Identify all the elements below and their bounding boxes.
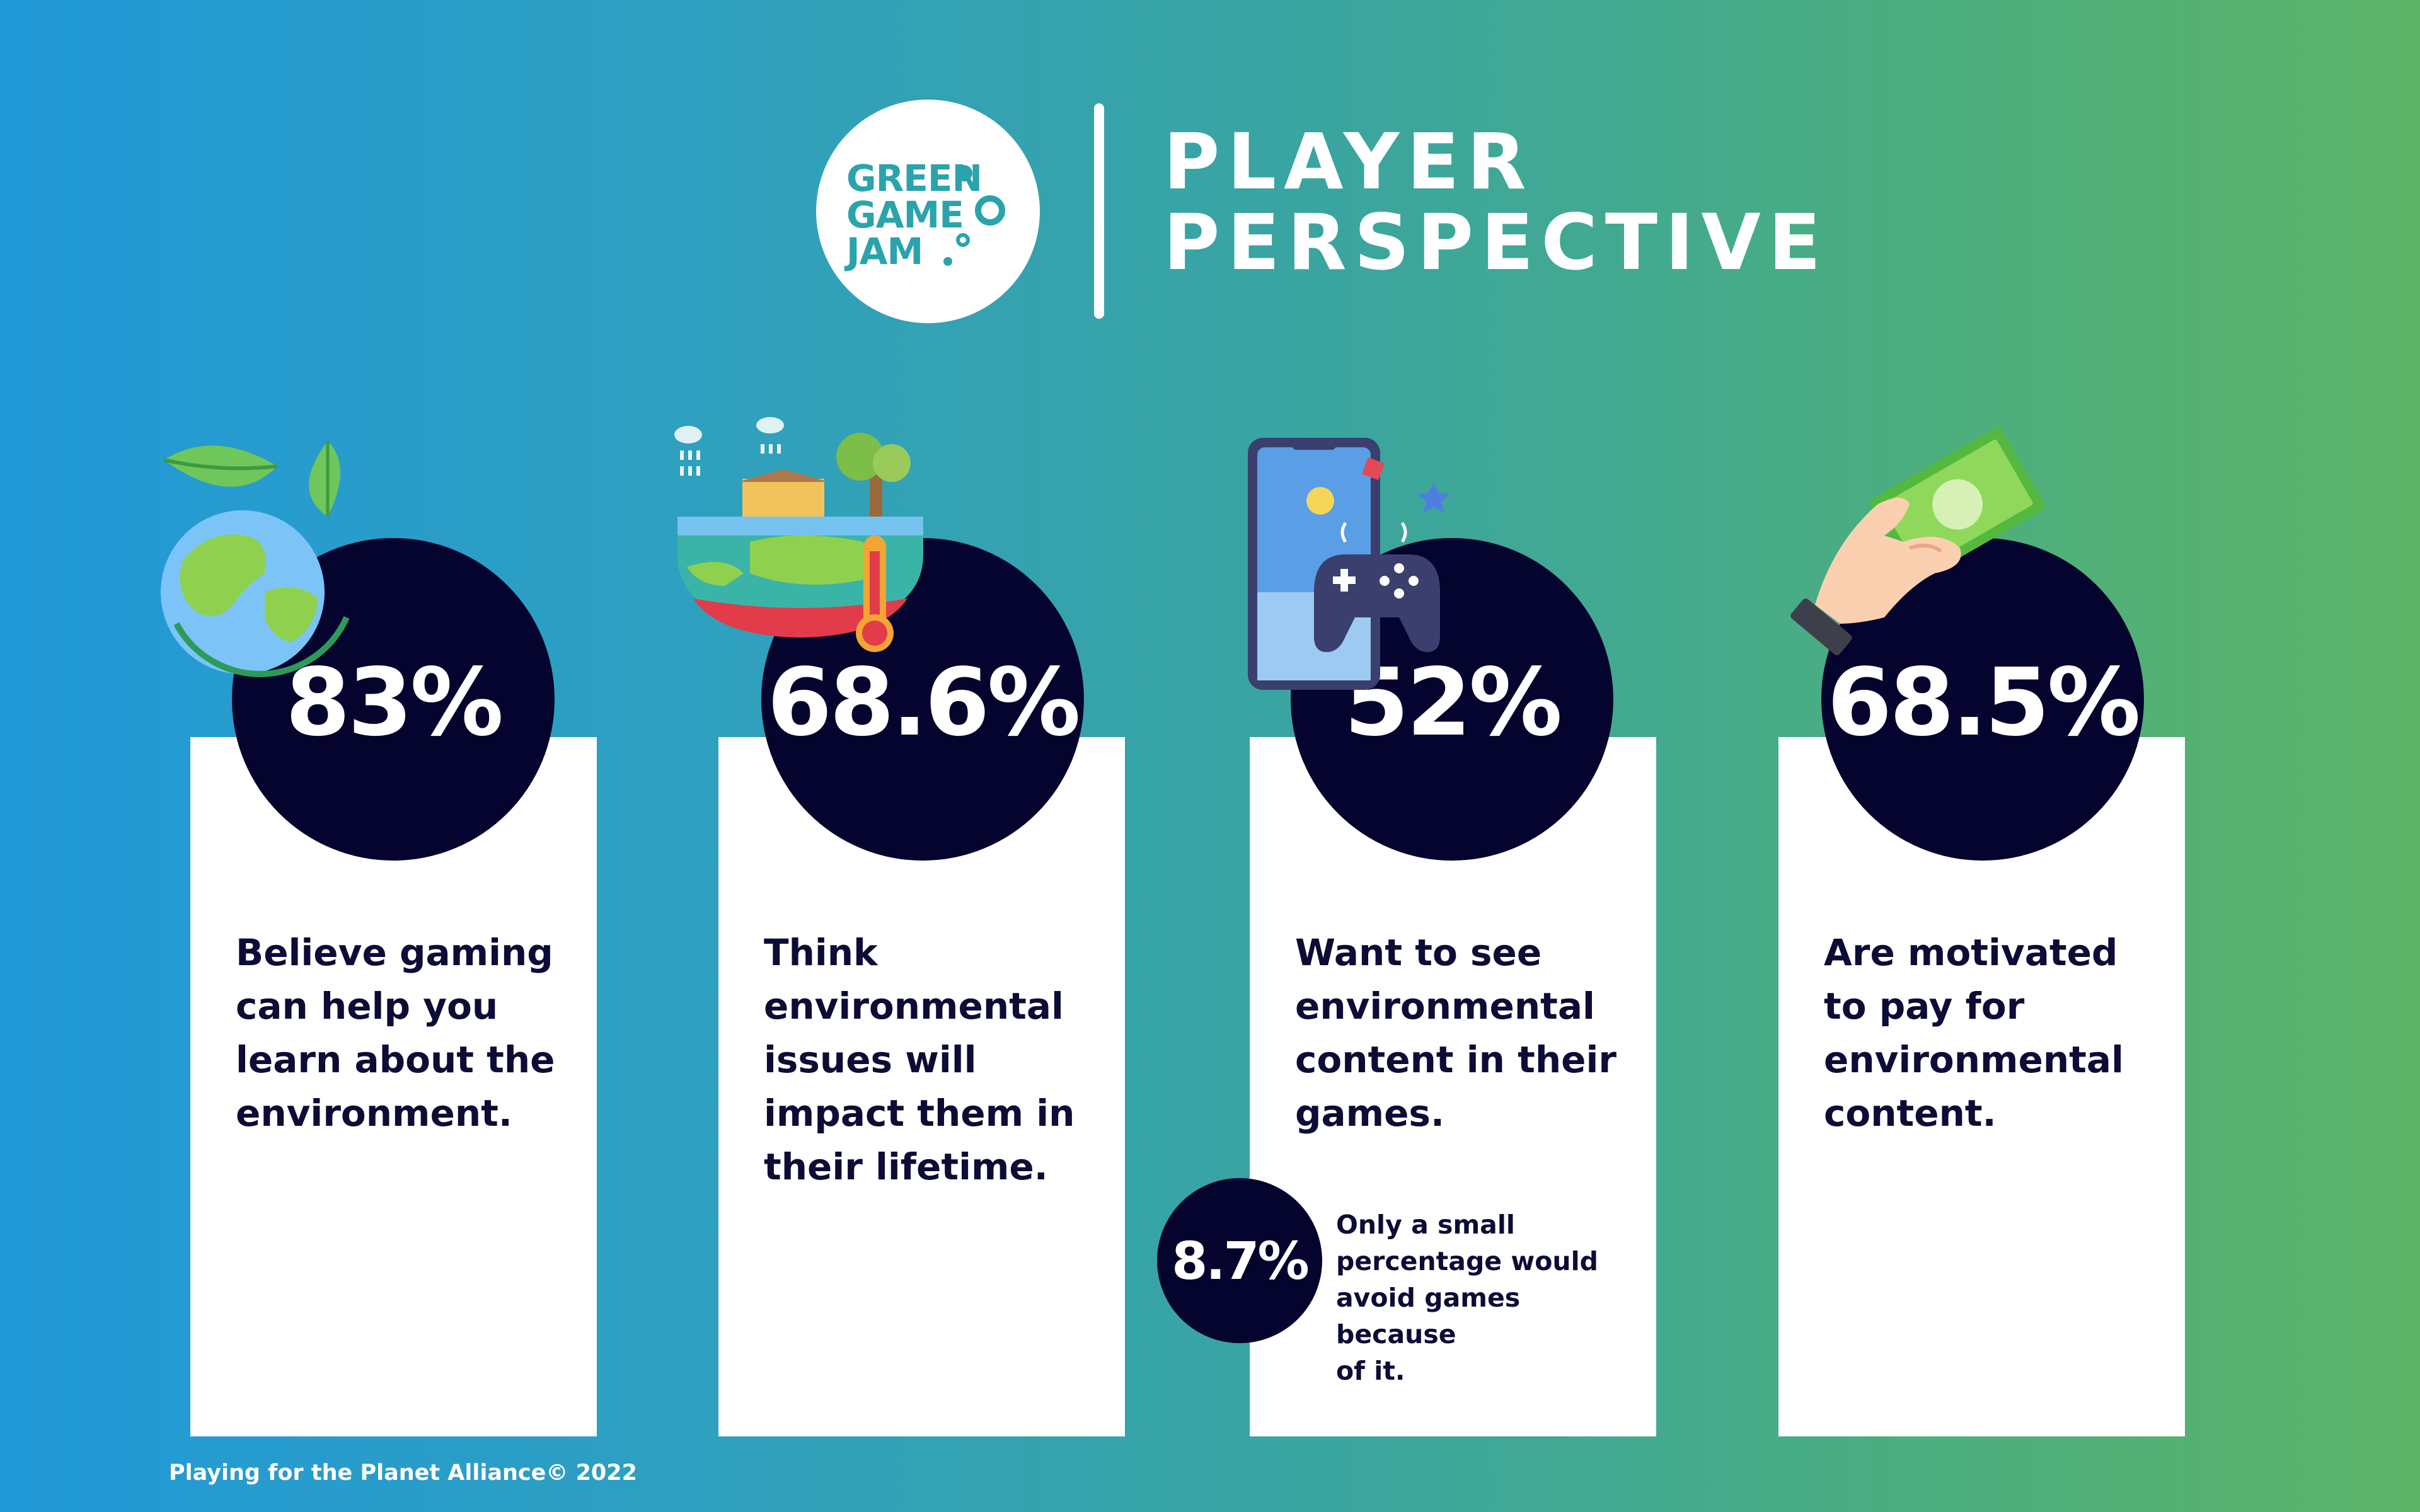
logo-dot-3: [956, 233, 970, 247]
page-title-line-2: PERSPECTIVE: [1163, 198, 1829, 287]
footer-copyright: Playing for the Planet Alliance© 2022: [169, 1460, 637, 1486]
logo-line-jam: JAM: [846, 230, 923, 273]
earth-leaves-icon: [161, 441, 350, 677]
logo-line-game: GAME: [846, 193, 964, 236]
stat-description: Think environmental issues will impact t…: [764, 931, 1075, 1188]
stat-description: Are motivated to pay for environmental c…: [1824, 931, 2124, 1135]
stat-value: 68.5%: [1827, 648, 2140, 757]
sub-stat-value: 8.7%: [1172, 1232, 1309, 1292]
header-divider: [1094, 103, 1104, 319]
green-game-jam-logo: GREEN GAME JAM: [816, 100, 1040, 323]
climate-thermometer-icon: [674, 417, 923, 652]
sub-stat-note: Only a small percentage would avoid game…: [1336, 1210, 1599, 1386]
stat-card-3: Want to see environmental content in the…: [1250, 737, 1656, 1436]
page-title-line-1: PLAYER: [1163, 117, 1534, 207]
sub-stat-circle: 8.7%: [1157, 1178, 1322, 1343]
phone-gamepad-icon: [1248, 438, 1450, 690]
stat-value: 52%: [1344, 648, 1562, 757]
stat-description: Want to see environmental content in the…: [1295, 931, 1616, 1135]
stat-description: Believe gaming can help you learn about …: [236, 931, 555, 1135]
stat-value: 83%: [285, 648, 504, 757]
hand-money-icon: [1790, 427, 2046, 656]
logo-dot-4: [943, 257, 952, 266]
logo-dot-2: [975, 195, 1005, 226]
stat-value: 68.6%: [767, 648, 1080, 757]
logo-dot-1: [956, 165, 972, 181]
